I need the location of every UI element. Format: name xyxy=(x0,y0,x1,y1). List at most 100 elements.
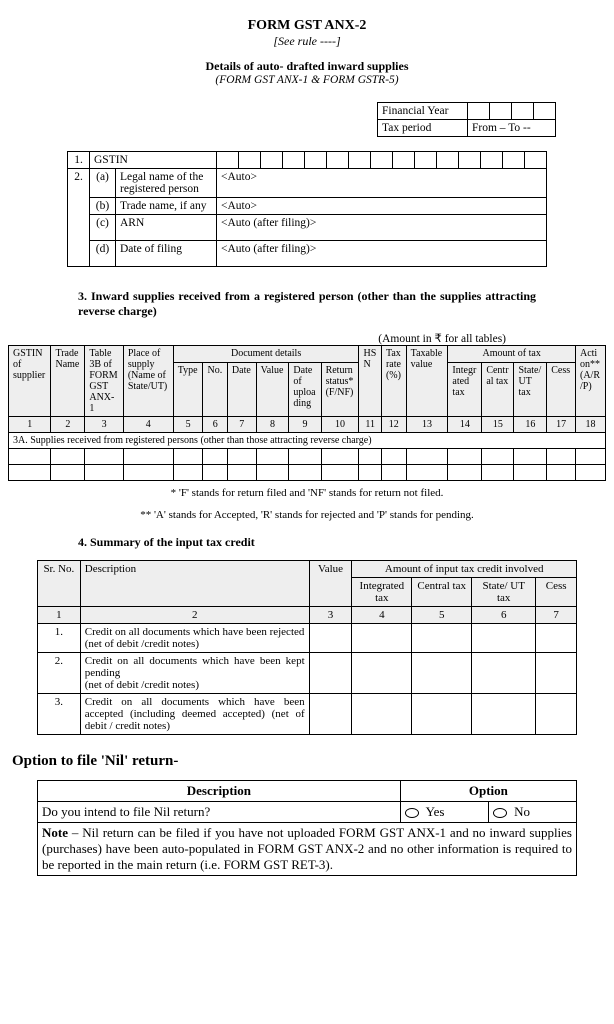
fy-cell[interactable] xyxy=(490,103,512,120)
gstin-cell[interactable] xyxy=(239,152,261,169)
nil-heading: Option to file 'Nil' return- xyxy=(12,753,606,770)
nil-question: Do you intend to file Nil return? xyxy=(38,802,401,823)
nil-no-cell[interactable]: No xyxy=(488,802,576,823)
gstin-cell[interactable] xyxy=(283,152,305,169)
h-trade: Trade Name xyxy=(51,346,85,417)
gstin-cell[interactable] xyxy=(261,152,283,169)
h-return: Return status* (F/NF) xyxy=(321,363,359,417)
h-upload: Date of uploa ding xyxy=(289,363,321,417)
h-date: Date xyxy=(227,363,256,417)
h-itc: Amount of input tax credit involved xyxy=(352,561,577,578)
fy-label: Financial Year xyxy=(378,103,468,120)
dof-label: Date of filing xyxy=(116,241,217,267)
fy-cell[interactable] xyxy=(512,103,534,120)
colnum: 5 xyxy=(173,417,203,433)
sec3-table: GSTIN of supplier Trade Name Table 3B of… xyxy=(8,345,606,481)
sub-d: (d) xyxy=(90,241,116,267)
footnote-2: ** 'A' stands for Accepted, 'R' stands f… xyxy=(8,509,606,521)
meta-table: Financial Year Tax period From – To -- xyxy=(377,102,556,137)
colnum: 7 xyxy=(536,607,577,624)
colnum: 3 xyxy=(309,607,352,624)
colnum: 7 xyxy=(227,417,256,433)
yes-label: Yes xyxy=(426,804,445,819)
colnum: 3 xyxy=(85,417,123,433)
form-title: FORM GST ANX-2 xyxy=(8,18,606,34)
sec4-title: 4. Summary of the input tax credit xyxy=(78,535,606,550)
colnum: 8 xyxy=(256,417,289,433)
colnum: 2 xyxy=(80,607,309,624)
h-type: Type xyxy=(173,363,203,417)
amount-note: (Amount in ₹ for all tables) xyxy=(8,331,506,345)
h-stax: State/ UT tax xyxy=(472,578,536,607)
no-label: No xyxy=(514,804,530,819)
sub-a: (a) xyxy=(90,169,116,198)
h-itax: Integr ated tax xyxy=(448,363,482,417)
colnum: 5 xyxy=(412,607,472,624)
colnum: 6 xyxy=(203,417,227,433)
dof-value: <Auto (after filing)> xyxy=(217,241,547,267)
h-3b: Table 3B of FORM GST ANX-1 xyxy=(85,346,123,417)
colnum: 4 xyxy=(123,417,173,433)
gstin-cell[interactable] xyxy=(305,152,327,169)
gstin-cell[interactable] xyxy=(327,152,349,169)
gstin-cell[interactable] xyxy=(371,152,393,169)
gstin-cell[interactable] xyxy=(393,152,415,169)
gstin-cell[interactable] xyxy=(437,152,459,169)
h-ctax: Central tax xyxy=(412,578,472,607)
h-ctax: Centr al tax xyxy=(482,363,514,417)
fy-cell[interactable] xyxy=(534,103,556,120)
sec3-title: 3. Inward supplies received from a regis… xyxy=(78,289,536,319)
gstin-label: GSTIN xyxy=(90,152,217,169)
h-action: Acti on** (A/R /P) xyxy=(575,346,605,417)
h-cess: Cess xyxy=(536,578,577,607)
h-itax: Integrated tax xyxy=(352,578,412,607)
colnum: 6 xyxy=(472,607,536,624)
gstin-cell[interactable] xyxy=(525,152,547,169)
sub-ref: (FORM GST ANX-1 & FORM GSTR-5) xyxy=(8,74,606,86)
colnum: 16 xyxy=(514,417,547,433)
colnum: 9 xyxy=(289,417,321,433)
h-doc: Document details xyxy=(173,346,359,363)
h-taxable: Taxable value xyxy=(406,346,448,417)
h-val: Value xyxy=(256,363,289,417)
sub-b: (b) xyxy=(90,198,116,215)
nil-table: Description Option Do you intend to file… xyxy=(37,780,577,876)
gstin-cell[interactable] xyxy=(459,152,481,169)
note-text: – Nil return can be filed if you have no… xyxy=(42,825,572,872)
nil-desc-h: Description xyxy=(38,781,401,802)
h-cess: Cess xyxy=(547,363,576,417)
colnum: 1 xyxy=(38,607,81,624)
arn-value: <Auto (after filing)> xyxy=(217,215,547,241)
h-gstin: GSTIN of supplier xyxy=(9,346,51,417)
row-3a: 3A. Supplies received from registered pe… xyxy=(9,433,606,449)
colnum: 12 xyxy=(381,417,406,433)
gstin-cell[interactable] xyxy=(415,152,437,169)
radio-icon[interactable] xyxy=(405,808,419,818)
colnum: 10 xyxy=(321,417,359,433)
h-no: No. xyxy=(203,363,227,417)
subtitle: Details of auto- drafted inward supplies xyxy=(8,59,606,74)
legal-name-value: <Auto> xyxy=(217,169,547,198)
r2-desc: Credit on all documents which have been … xyxy=(80,653,309,694)
colnum: 4 xyxy=(352,607,412,624)
h-desc: Description xyxy=(80,561,309,607)
colnum: 11 xyxy=(359,417,381,433)
r3-desc: Credit on all documents which have been … xyxy=(80,694,309,735)
gstin-cell[interactable] xyxy=(481,152,503,169)
tax-period-label: Tax period xyxy=(378,120,468,137)
r2-no: 2. xyxy=(38,653,81,694)
radio-icon[interactable] xyxy=(493,808,507,818)
gstin-cell[interactable] xyxy=(217,152,239,169)
fy-cell[interactable] xyxy=(468,103,490,120)
gstin-cell[interactable] xyxy=(503,152,525,169)
r1-no: 1. xyxy=(38,624,81,653)
r1-desc: Credit on all documents which have been … xyxy=(80,624,309,653)
nil-yes-cell[interactable]: Yes xyxy=(400,802,488,823)
sub-c: (c) xyxy=(90,215,116,241)
nil-note: Note – Nil return can be filed if you ha… xyxy=(38,823,577,876)
footnote-1: * 'F' stands for return filed and 'NF' s… xyxy=(8,487,606,499)
see-rule: [See rule ----] xyxy=(8,34,606,49)
gstin-cell[interactable] xyxy=(349,152,371,169)
trade-name-value: <Auto> xyxy=(217,198,547,215)
row-no: 1. xyxy=(68,152,90,169)
